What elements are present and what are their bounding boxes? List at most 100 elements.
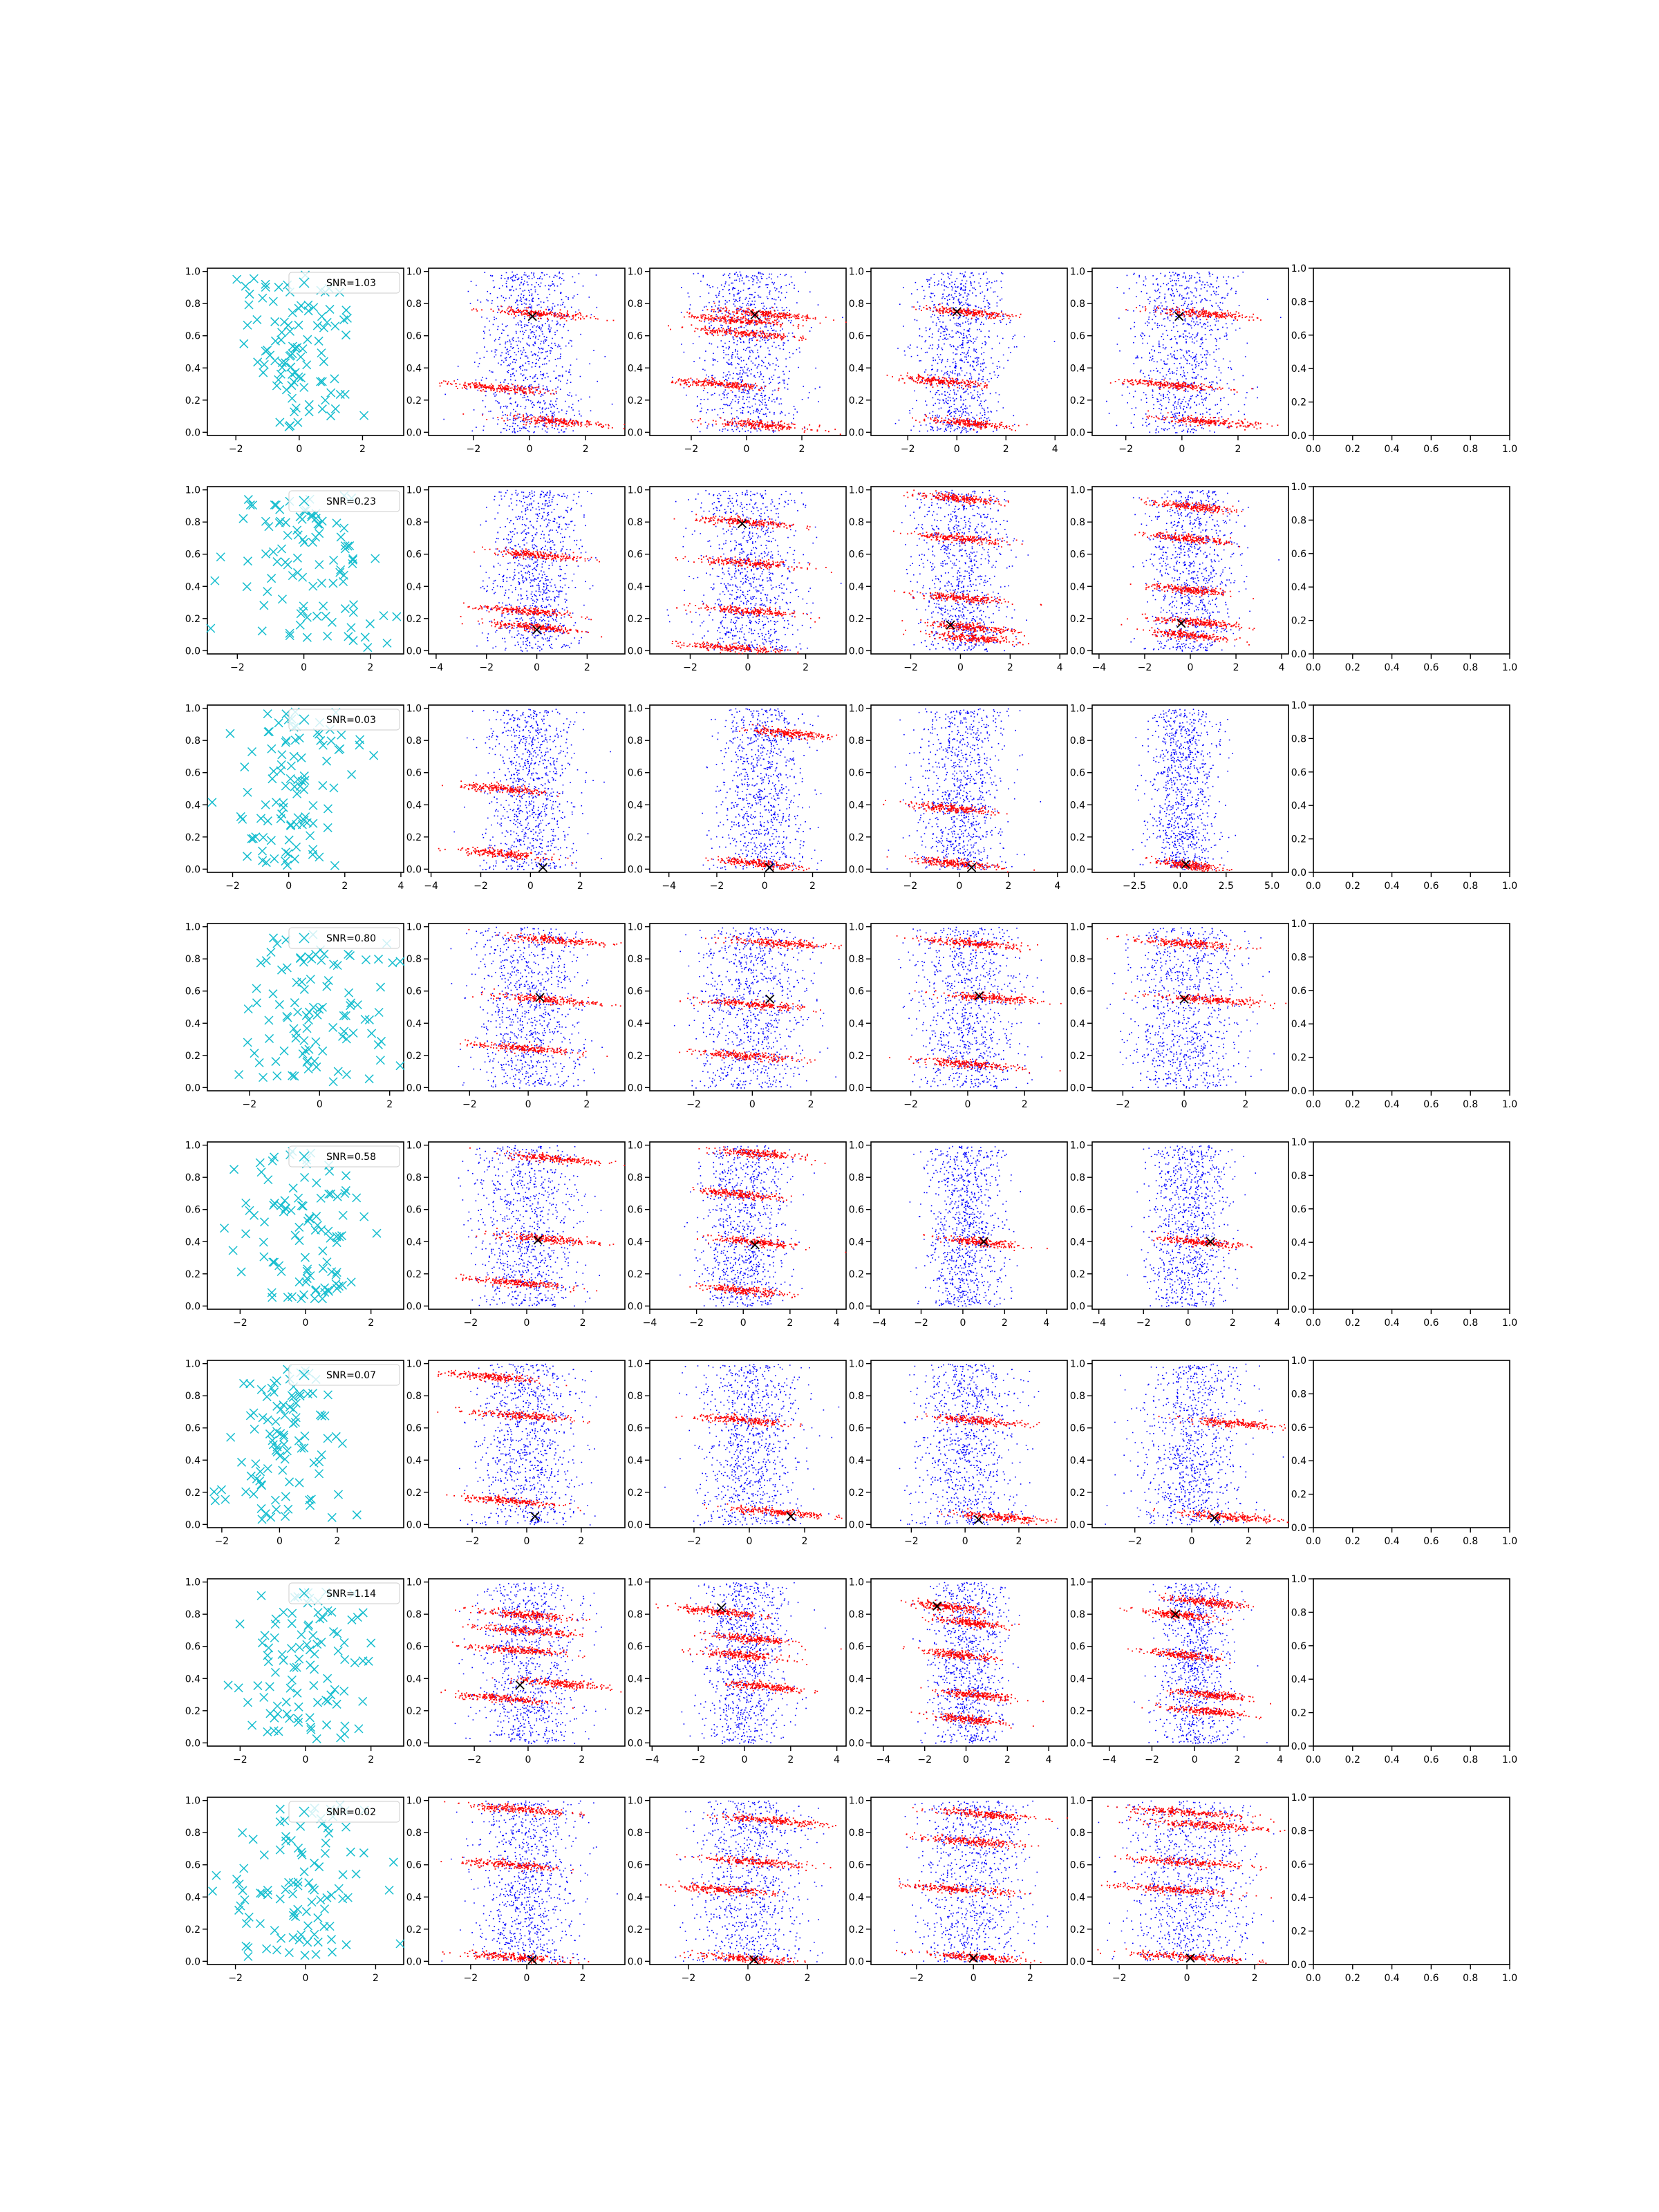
y-tick-label: 0.2 <box>406 832 422 843</box>
x-tick-label: 2 <box>1246 1536 1252 1547</box>
data-point <box>241 1229 251 1239</box>
y-tick-label: 0.8 <box>185 1828 200 1839</box>
y-tick-label: 0.6 <box>849 986 864 997</box>
y-tick-label: 1.0 <box>406 704 422 715</box>
x-tick-label: 2 <box>802 1536 808 1547</box>
red-point-cloud <box>1119 1593 1271 1720</box>
subplot-input-scatter: −2 0 2 0.0 0.2 0.4 0.6 0.8 1.0 SNR=1.03 <box>185 267 404 455</box>
data-point <box>317 348 326 358</box>
x-tick-label: 2 <box>368 1318 374 1329</box>
data-point <box>303 1015 314 1025</box>
data-point <box>263 1175 273 1185</box>
y-tick-label: 0.2 <box>406 1488 422 1499</box>
subplot-sample-scatter: −2 0 2 0.0 0.2 0.4 0.6 0.8 1.0 <box>849 1796 1068 1984</box>
red-point-cloud <box>1097 1804 1286 1965</box>
y-tick-label: 0.6 <box>406 1860 422 1871</box>
x-marker-icon <box>765 994 775 1004</box>
data-point <box>281 557 290 567</box>
data-point <box>299 1035 309 1045</box>
x-tick-label: −2 <box>467 1754 482 1765</box>
axes-frame <box>428 923 626 1091</box>
x-marker-icon <box>530 1512 540 1521</box>
data-point <box>297 1850 307 1859</box>
data-point <box>256 1385 266 1394</box>
x-tick-label: 2 <box>803 662 809 673</box>
y-tick-label: 0.2 <box>849 1269 864 1280</box>
y-tick-label: 0.8 <box>406 735 422 747</box>
x-marker-icon <box>535 993 545 1002</box>
data-point <box>259 832 268 843</box>
x-marker-icon <box>932 1601 942 1611</box>
y-tick-label: 1.0 <box>1291 482 1306 493</box>
y-tick-label: 0.6 <box>628 1423 643 1434</box>
x-tick-label: 0 <box>744 444 750 455</box>
x-tick-label: 0.8 <box>1463 1536 1478 1547</box>
y-tick-label: 0.8 <box>185 517 200 528</box>
data-point <box>291 403 301 413</box>
subplot-sample-scatter: −2 0 2 0.0 0.2 0.4 0.6 0.8 1.0 <box>406 1796 626 1984</box>
data-point <box>301 1906 311 1916</box>
data-point <box>225 729 235 738</box>
data-point <box>260 1217 270 1227</box>
data-point <box>377 1036 386 1046</box>
data-point <box>284 1948 294 1958</box>
data-point <box>286 1644 297 1653</box>
data-point <box>290 1230 300 1240</box>
data-point <box>297 1930 306 1940</box>
data-point <box>299 771 309 781</box>
data-point <box>292 1662 301 1672</box>
x-tick-label: −4 <box>643 1318 657 1329</box>
data-point <box>323 1390 332 1400</box>
blue-points <box>1130 490 1280 652</box>
y-tick-label: 1.0 <box>628 1359 643 1370</box>
y-tick-label: 0.2 <box>628 832 643 843</box>
data-point <box>266 836 276 845</box>
subplot-empty: 0.0 0.2 0.4 0.6 0.8 1.0 0.0 0.2 0.4 0.6 0.8 1.0 <box>1291 919 1517 1110</box>
data-point <box>263 727 273 737</box>
data-point <box>256 814 266 823</box>
y-tick-label: 1.0 <box>1070 1577 1085 1588</box>
blue-point-cloud <box>1132 709 1237 870</box>
x-tick-label: 0.0 <box>1306 881 1321 892</box>
subplot-sample-scatter: −2 0 2 0.0 0.2 0.4 0.6 0.8 1.0 <box>406 267 626 455</box>
data-point <box>276 544 287 554</box>
data-point <box>303 335 312 344</box>
x-tick-label: 2 <box>583 1099 590 1110</box>
y-tick-label: 0.4 <box>1291 582 1306 593</box>
x-tick-label: −2 <box>1127 1536 1142 1547</box>
data-point <box>340 1188 350 1199</box>
blue-points <box>1098 1800 1275 1962</box>
blue-points <box>1132 709 1237 870</box>
data-point <box>272 798 281 807</box>
axes-frame <box>649 1360 847 1528</box>
x-marker-icon <box>527 312 537 321</box>
y-tick-label: 0.8 <box>1070 1609 1085 1620</box>
data-point <box>312 1698 323 1707</box>
x-tick-label: 2 <box>334 1536 340 1547</box>
data-point <box>285 1683 295 1693</box>
y-tick-label: 0.6 <box>628 1642 643 1653</box>
y-tick-label: 0.0 <box>1070 427 1085 438</box>
x-tick-label: −2 <box>683 662 697 673</box>
x-tick-label: −4 <box>662 881 676 892</box>
cyan-x-markers <box>207 1800 405 1961</box>
data-point <box>250 1424 259 1434</box>
data-point <box>312 1178 321 1188</box>
data-point <box>279 798 288 808</box>
data-point <box>317 1411 327 1421</box>
data-point <box>216 1485 226 1494</box>
data-point <box>395 1061 405 1071</box>
data-point <box>252 984 261 993</box>
data-point <box>327 1607 337 1617</box>
y-tick-label: 0.6 <box>849 1205 864 1216</box>
y-tick-label: 0.2 <box>185 1051 200 1062</box>
legend-label: SNR=0.80 <box>326 933 376 944</box>
x-tick-label: −4 <box>645 1754 659 1765</box>
data-point <box>328 579 338 588</box>
data-point <box>275 418 285 427</box>
x-tick-label: −2 <box>229 444 243 455</box>
x-tick-label: −2 <box>243 1099 257 1110</box>
axes-frame <box>1313 486 1510 655</box>
x-tick-label: 1.0 <box>1502 444 1517 455</box>
data-point <box>323 823 332 832</box>
